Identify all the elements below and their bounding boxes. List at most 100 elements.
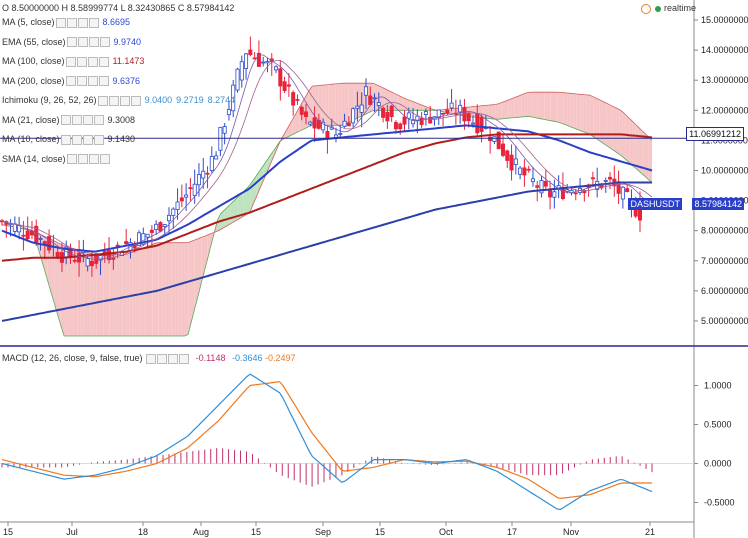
kumo-segment [178, 242, 182, 336]
visibility-icon[interactable] [157, 353, 168, 364]
kumo-segment [67, 246, 71, 336]
candle-body [428, 116, 433, 124]
kumo-segment [204, 234, 208, 271]
y-tick-label: 7.00000000 [701, 256, 748, 266]
indicator-row[interactable]: MA (21, close) 9.3008 [2, 114, 135, 126]
kumo-segment [452, 108, 457, 115]
x-tick-label: 21 [645, 527, 655, 537]
candle-body [466, 112, 471, 122]
candle-body [158, 222, 163, 232]
kumo-segment [148, 244, 153, 336]
indicator-row[interactable]: Ichimoku (9, 26, 52, 26) 9.0400 9.2719 8.27… [2, 94, 235, 106]
add-icon[interactable] [168, 353, 179, 364]
add-icon[interactable] [119, 95, 130, 106]
indicator-row[interactable]: MA (200, close) 9.6376 [2, 75, 140, 87]
kumo-segment [207, 233, 212, 258]
settings-icon[interactable] [65, 56, 76, 67]
kumo-segment [93, 254, 97, 336]
settings-icon[interactable] [60, 134, 71, 145]
candle-body [184, 194, 189, 198]
visibility-icon[interactable] [76, 56, 87, 67]
indicator-row[interactable]: MA (10, close) 9.1430 [2, 133, 135, 145]
kumo-segment [498, 102, 502, 120]
kumo-segment [132, 250, 136, 336]
settings-icon[interactable] [65, 76, 76, 87]
candle-body [441, 112, 446, 115]
visibility-icon[interactable] [71, 134, 82, 145]
add-icon[interactable] [82, 134, 93, 145]
macd-line [1, 373, 653, 511]
x-tick-label: 15 [251, 527, 261, 537]
settings-icon[interactable] [66, 154, 77, 165]
candle-body [419, 117, 424, 125]
kumo-segment [534, 92, 538, 119]
ma-5-line [1, 54, 653, 261]
x-tick-label: 15 [3, 527, 13, 537]
add-icon[interactable] [88, 37, 99, 48]
indicator-row[interactable]: MA (5, close) 8.6695 [2, 16, 130, 28]
kumo-segment [286, 124, 290, 138]
kumo-segment [619, 109, 623, 157]
last-symbol-tag: DASHUSDT [628, 198, 682, 210]
visibility-icon[interactable] [66, 17, 77, 28]
close-icon[interactable] [130, 95, 141, 106]
visibility-icon[interactable] [76, 76, 87, 87]
close-icon[interactable] [93, 134, 104, 145]
y-tick-label: 5.00000000 [701, 316, 748, 326]
kumo-segment [171, 242, 176, 336]
clock-icon[interactable] [640, 3, 651, 14]
candle-body [321, 121, 326, 131]
ichimoku-cloud [1, 82, 653, 337]
hline-price-tag: 11.06991212 [686, 127, 744, 141]
candle-body [518, 167, 523, 175]
kumo-segment [64, 245, 68, 336]
close-icon[interactable] [99, 37, 110, 48]
settings-icon[interactable] [60, 115, 71, 126]
kumo-segment [622, 111, 626, 160]
candle-body [372, 97, 377, 100]
add-icon[interactable] [87, 76, 98, 87]
candle-body [492, 136, 497, 142]
kumo-segment [240, 191, 244, 218]
kumo-segment [642, 130, 646, 177]
indicator-value: 9.3008 [107, 114, 136, 125]
ema-55-line [1, 124, 653, 253]
close-icon[interactable] [179, 353, 190, 364]
candle-body [256, 52, 261, 67]
add-icon[interactable] [82, 115, 93, 126]
visibility-icon[interactable] [71, 115, 82, 126]
visibility-icon[interactable] [77, 154, 88, 165]
settings-icon[interactable] [97, 95, 108, 106]
macd-signal-value: -0.2497 [265, 353, 296, 363]
add-icon[interactable] [77, 17, 88, 28]
kumo-segment [567, 93, 571, 127]
candle-body [196, 174, 201, 186]
indicator-row[interactable]: EMA (55, close) 9.9740 [2, 36, 141, 48]
kumo-segment [583, 94, 587, 134]
indicator-row[interactable]: SMA (14, close) [2, 153, 110, 165]
kumo-segment [387, 90, 391, 111]
close-icon[interactable] [98, 56, 109, 67]
add-icon[interactable] [87, 56, 98, 67]
settings-icon[interactable] [146, 353, 157, 364]
kumo-segment [505, 99, 509, 119]
kumo-segment [142, 246, 146, 336]
close-icon[interactable] [93, 115, 104, 126]
kumo-segment [426, 106, 430, 111]
kumo-segment [188, 241, 192, 335]
close-icon[interactable] [98, 76, 109, 87]
settings-icon[interactable] [66, 37, 77, 48]
indicator-row[interactable]: MA (100, close) 11.1473 [2, 55, 144, 67]
close-icon[interactable] [99, 154, 110, 165]
kumo-segment [197, 237, 202, 297]
close-icon[interactable] [88, 17, 99, 28]
indicator-label: MA (10, close) [2, 134, 60, 144]
visibility-icon[interactable] [77, 37, 88, 48]
kumo-segment [527, 92, 532, 117]
add-icon[interactable] [88, 154, 99, 165]
ma-100-line [1, 133, 653, 262]
visibility-icon[interactable] [108, 95, 119, 106]
realtime-status[interactable]: realtime [640, 3, 696, 14]
settings-icon[interactable] [55, 17, 66, 28]
